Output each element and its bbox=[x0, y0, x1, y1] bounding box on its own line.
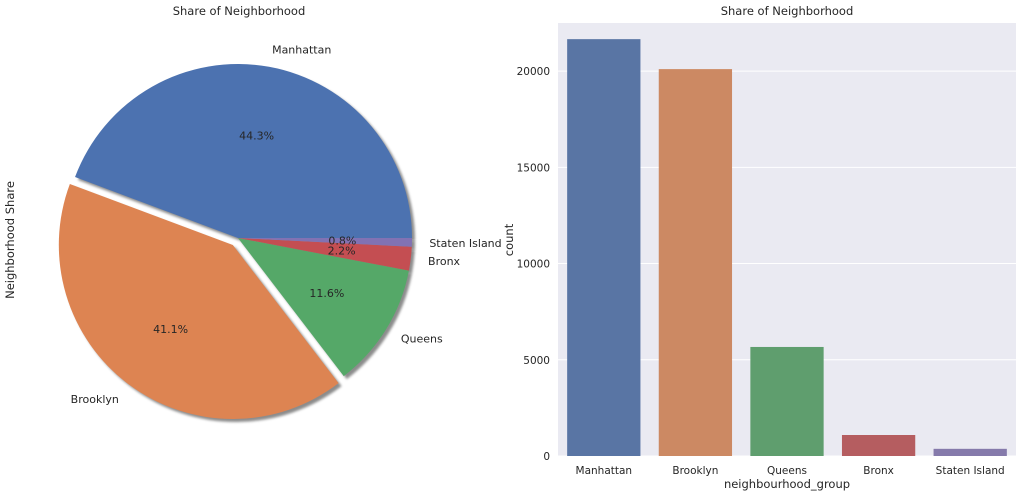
bar-ylabel: count bbox=[502, 223, 516, 256]
xtick-label-brooklyn: Brooklyn bbox=[672, 465, 718, 477]
ytick-label: 20000 bbox=[517, 66, 550, 78]
xtick-label-staten-island: Staten Island bbox=[936, 465, 1005, 477]
pie-labels: Manhattan 44.3% Brooklyn 41.1% Queens 11.6% Br… bbox=[71, 44, 502, 406]
pie-label-queens: Queens bbox=[401, 333, 443, 346]
ytick-label: 10000 bbox=[517, 259, 550, 271]
bar-staten-island bbox=[933, 448, 1007, 456]
pie-slice-brooklyn bbox=[58, 183, 339, 419]
pie-slice-staten-island bbox=[238, 238, 412, 247]
pie-label-staten-island: Staten Island bbox=[429, 237, 501, 250]
ytick-label: 5000 bbox=[523, 355, 550, 367]
bar-xtick-labels: Manhattan Brooklyn Queens Bronx Staten Islan… bbox=[576, 465, 1005, 477]
xtick-label-queens: Queens bbox=[767, 465, 807, 477]
xtick-label-bronx: Bronx bbox=[863, 465, 894, 477]
pie-slices bbox=[58, 64, 413, 419]
xtick-label-manhattan: Manhattan bbox=[576, 465, 633, 477]
pie-slice-manhattan bbox=[75, 64, 413, 238]
pie-slice-bronx bbox=[238, 238, 412, 271]
bar-bronx bbox=[841, 435, 916, 456]
pie-pct-manhattan: 44.3% bbox=[239, 129, 274, 142]
bar-title: Share of Neighborhood bbox=[721, 4, 854, 18]
ytick-label: 15000 bbox=[517, 162, 550, 174]
ytick-label: 0 bbox=[543, 451, 550, 463]
pie-ylabel: Neighborhood Share bbox=[3, 181, 17, 299]
bar-ytick-labels: 0 5000 10000 15000 20000 bbox=[517, 66, 550, 463]
pie-label-brooklyn: Brooklyn bbox=[71, 393, 119, 406]
pie-pct-queens: 11.6% bbox=[309, 287, 344, 300]
pie-pct-bronx: 2.2% bbox=[328, 244, 356, 257]
pie-pct-staten-island: 0.8% bbox=[328, 235, 356, 248]
pie-title: Share of Neighborhood bbox=[173, 4, 306, 18]
bar-queens bbox=[750, 346, 824, 456]
pie-chart: Share of Neighborhood Neighborhood Share… bbox=[3, 4, 502, 422]
bar-brooklyn bbox=[658, 69, 733, 457]
bar-xlabel: neighbourhood_group bbox=[724, 477, 850, 491]
bar-bars bbox=[567, 39, 1007, 457]
pie-label-manhattan: Manhattan bbox=[272, 44, 331, 57]
pie-pct-brooklyn: 41.1% bbox=[153, 323, 188, 336]
pie-label-bronx: Bronx bbox=[428, 255, 461, 268]
bar-manhattan bbox=[567, 39, 641, 456]
pie-slice-queens bbox=[238, 238, 409, 377]
bar-chart: 0 5000 10000 15000 20000 Manhattan Brooklyn Qu… bbox=[502, 4, 1016, 491]
